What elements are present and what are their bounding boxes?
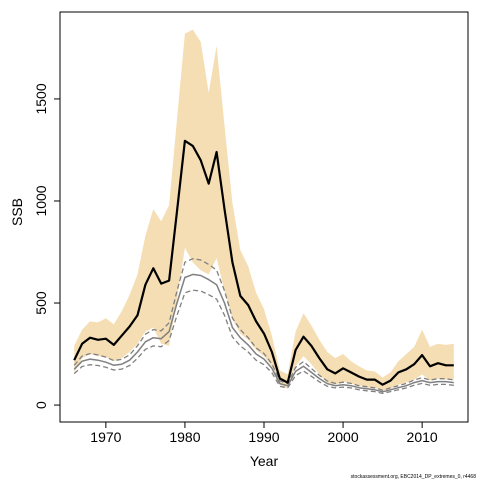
- y-tick-label: 1500: [33, 83, 49, 114]
- x-tick-label: 2010: [407, 429, 438, 445]
- y-tick-label: 500: [33, 291, 49, 315]
- x-tick-label: 1970: [90, 429, 121, 445]
- y-tick-label: 1000: [33, 185, 49, 216]
- x-tick-label: 1990: [248, 429, 279, 445]
- footnote: stockassessment.org, EBC2014_DP_extremes…: [351, 474, 477, 480]
- line: [73, 139, 454, 386]
- line: [73, 273, 454, 393]
- x-tick-label: 1980: [169, 429, 200, 445]
- line: [73, 289, 454, 395]
- x-axis-label: Year: [250, 453, 279, 469]
- line: [73, 258, 454, 391]
- x-tick-label: 2000: [327, 429, 358, 445]
- y-tick-label: 0: [33, 401, 49, 409]
- y-axis-label: SSB: [9, 198, 25, 226]
- confidence-band: [74, 29, 454, 391]
